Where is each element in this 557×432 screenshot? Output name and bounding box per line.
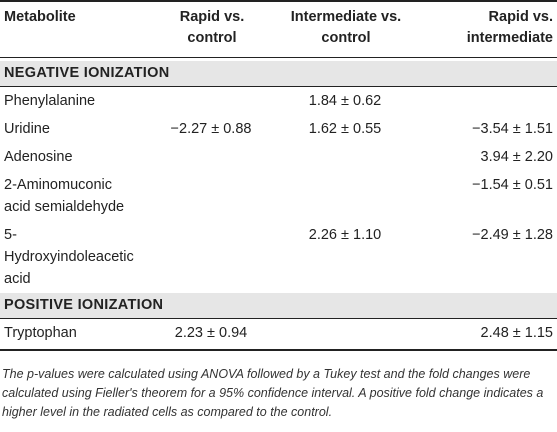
metabolite-name: 5-Hydroxyindoleacetic acid <box>4 227 134 287</box>
table-body: NEGATIVE IONIZATION Phenylalanine 1.84 ±… <box>0 58 557 351</box>
intermediate-vs-control-value <box>276 143 416 171</box>
rapid-vs-control-value <box>148 171 276 221</box>
rapid-vs-intermediate-value: −2.49 ± 1.28 <box>472 227 553 243</box>
header-rapid-vs-control: Rapid vs. control <box>148 0 276 58</box>
rapid-vs-intermediate-value: −1.54 ± 0.51 <box>472 177 553 193</box>
rapid-vs-control-value: −2.27 ± 0.88 <box>170 121 252 137</box>
metabolite-name: 2-Aminomuconic acid semialdehyde <box>4 177 125 215</box>
table-row: Adenosine 3.94 ± 2.20 <box>0 143 557 171</box>
rapid-vs-control-value <box>148 221 276 293</box>
metabolite-fold-change-table: Metabolite Rapid vs. control Intermediat… <box>0 0 557 419</box>
table-row: Tryptophan 2.23 ± 0.94 2.48 ± 1.15 <box>0 318 557 351</box>
table-row: 2-Aminomuconic acid semialdehyde −1.54 ±… <box>0 171 557 221</box>
rapid-vs-intermediate-value: −3.54 ± 1.51 <box>472 121 553 137</box>
data-table: Metabolite Rapid vs. control Intermediat… <box>0 0 557 351</box>
table-footnote: The p-values were calculated using ANOVA… <box>2 367 544 419</box>
metabolite-name: Tryptophan <box>0 318 148 351</box>
rapid-vs-control-value <box>148 143 276 171</box>
metabolite-name: Phenylalanine <box>4 93 96 109</box>
rapid-vs-intermediate-value: 3.94 ± 2.20 <box>480 149 553 165</box>
intermediate-vs-control-value <box>276 318 416 351</box>
rapid-vs-intermediate-value <box>416 87 557 116</box>
header-rapid-vs-intermediate: Rapid vs. intermediate <box>416 0 557 58</box>
header-metabolite: Metabolite <box>0 0 148 58</box>
section-row-positive: POSITIVE IONIZATION <box>0 293 557 319</box>
header-row: Metabolite Rapid vs. control Intermediat… <box>0 0 557 58</box>
section-title: POSITIVE IONIZATION <box>0 293 557 319</box>
intermediate-vs-control-value: 1.62 ± 0.55 <box>308 121 382 137</box>
table-header: Metabolite Rapid vs. control Intermediat… <box>0 0 557 58</box>
rapid-vs-intermediate-value: 2.48 ± 1.15 <box>416 318 557 351</box>
metabolite-name: Adenosine <box>4 149 73 165</box>
intermediate-vs-control-value: 1.84 ± 0.62 <box>308 93 382 109</box>
intermediate-vs-control-value <box>276 171 416 221</box>
metabolite-name: Uridine <box>4 121 50 137</box>
rapid-vs-control-value: 2.23 ± 0.94 <box>148 318 276 351</box>
intermediate-vs-control-value: 2.26 ± 1.10 <box>308 227 382 243</box>
rapid-vs-control-value <box>148 87 276 116</box>
table-row: Phenylalanine 1.84 ± 0.62 <box>0 87 557 116</box>
section-row-negative: NEGATIVE IONIZATION <box>0 61 557 87</box>
table-row: 5-Hydroxyindoleacetic acid 2.26 ± 1.10 −… <box>0 221 557 293</box>
section-title: NEGATIVE IONIZATION <box>0 61 557 87</box>
table-row: Uridine −2.27 ± 0.88 1.62 ± 0.55 −3.54 ±… <box>0 115 557 143</box>
header-intermediate-vs-control: Intermediate vs. control <box>276 0 416 58</box>
